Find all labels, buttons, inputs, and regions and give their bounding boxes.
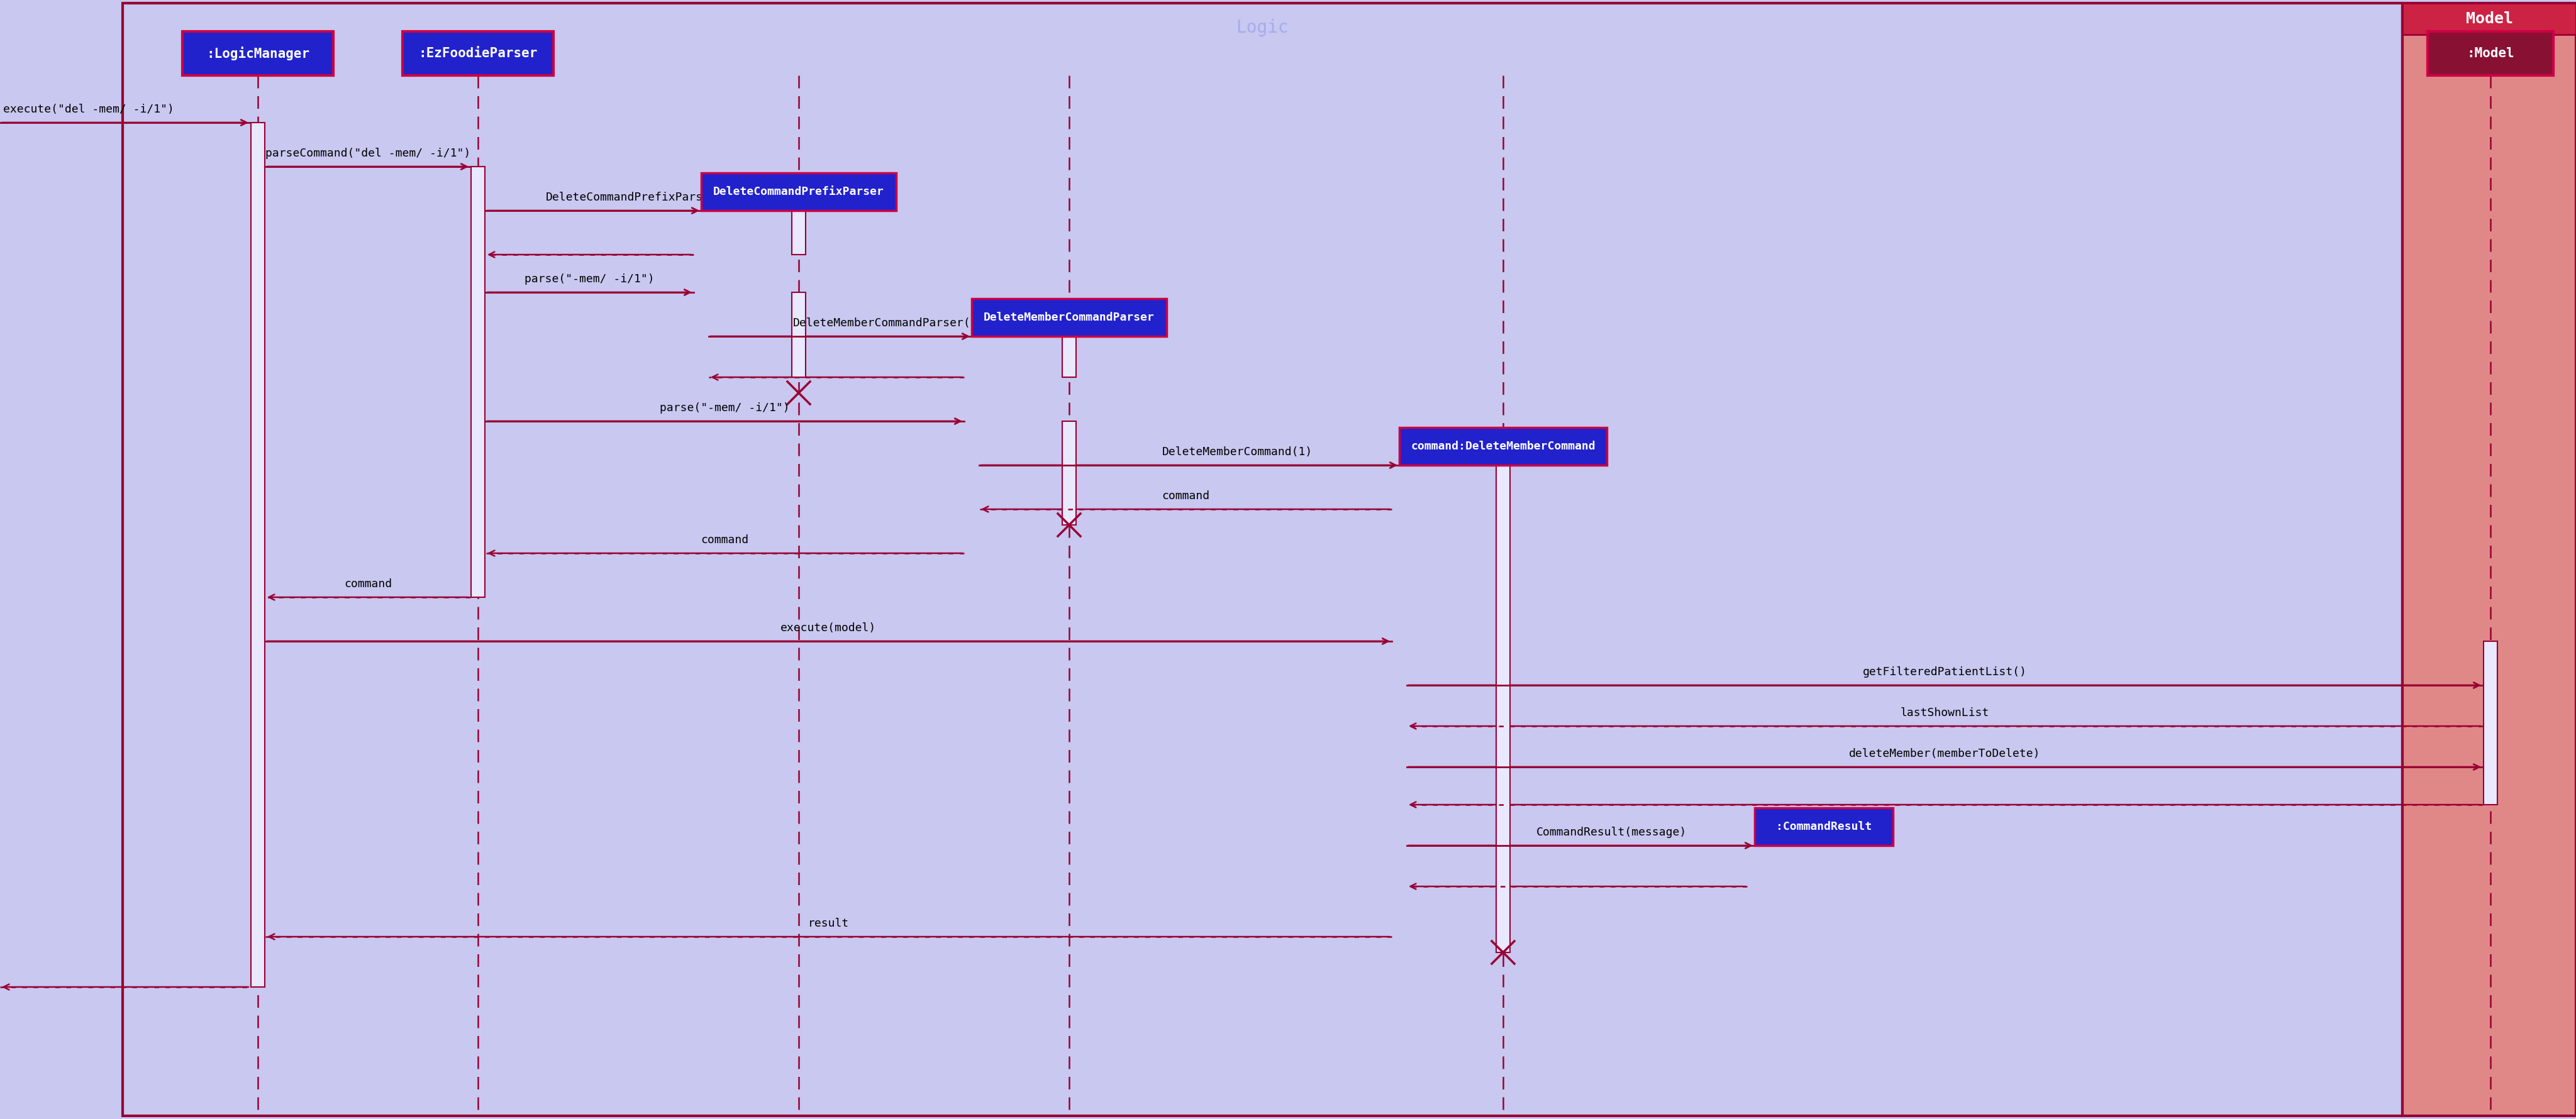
Text: execute(model): execute(model) [781, 622, 876, 633]
Text: parse("-mem/ -i/1"): parse("-mem/ -i/1") [659, 403, 791, 414]
Text: command: command [345, 579, 392, 590]
Bar [183, 31, 332, 75]
Text: parse("-mem/ -i/1"): parse("-mem/ -i/1") [526, 273, 654, 284]
Text: CommandResult(message): CommandResult(message) [1535, 827, 1687, 838]
Text: command: command [1162, 490, 1208, 501]
Bar [2403, 3, 2576, 1116]
Bar [1754, 808, 1893, 846]
Bar [1061, 337, 1077, 377]
Bar [124, 3, 2403, 1116]
Text: Model: Model [2465, 11, 2512, 27]
Text: command:DeleteMemberCommand: command:DeleteMemberCommand [1412, 441, 1595, 452]
Text: :EzFoodieParser: :EzFoodieParser [417, 47, 538, 59]
Text: DeleteMemberCommandParser(): DeleteMemberCommandParser() [793, 318, 976, 329]
Text: execute("del -mem/ -i/1"): execute("del -mem/ -i/1") [3, 104, 175, 115]
Text: getFilteredPatientList(): getFilteredPatientList() [1862, 667, 2027, 678]
Text: result: result [809, 918, 850, 929]
Text: DeleteMemberCommand(1): DeleteMemberCommand(1) [1162, 446, 1314, 458]
Bar [791, 210, 806, 255]
Text: DeleteCommandPrefixParser(): DeleteCommandPrefixParser() [546, 191, 732, 203]
Bar [971, 299, 1167, 337]
Bar [250, 123, 265, 987]
Bar [2483, 641, 2496, 805]
Text: DeleteMemberCommandParser: DeleteMemberCommandParser [984, 312, 1154, 323]
Text: parseCommand("del -mem/ -i/1"): parseCommand("del -mem/ -i/1") [265, 148, 471, 159]
Text: DeleteCommandPrefixParser: DeleteCommandPrefixParser [714, 186, 884, 197]
Text: :LogicManager: :LogicManager [206, 47, 309, 60]
Bar [1399, 427, 1607, 466]
Text: :Model: :Model [2468, 47, 2514, 59]
Bar [791, 292, 806, 377]
Bar [701, 172, 896, 210]
Text: command: command [701, 535, 750, 546]
Bar [2427, 31, 2553, 75]
Bar [402, 31, 554, 75]
Text: :CommandResult: :CommandResult [1775, 821, 1873, 833]
Text: deleteMember(memberToDelete): deleteMember(memberToDelete) [1850, 749, 2040, 760]
Bar [1497, 466, 1510, 952]
Bar [1061, 421, 1077, 525]
Bar [471, 167, 484, 598]
Bar [2403, 3, 2576, 35]
Text: lastShownList: lastShownList [1901, 707, 1989, 718]
Text: Logic: Logic [1236, 19, 1288, 37]
